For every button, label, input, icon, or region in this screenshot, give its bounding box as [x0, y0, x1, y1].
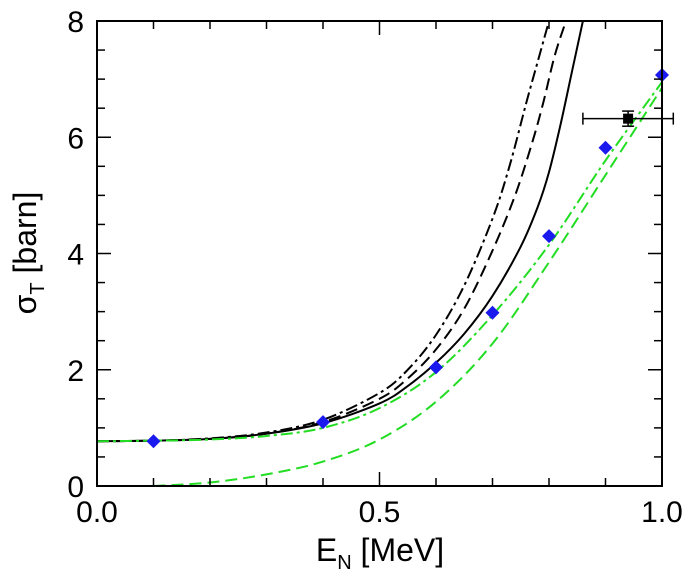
x-axis-title-unit: [MeV] [352, 532, 444, 568]
x-axis-title-sub: N [337, 552, 351, 574]
series-line-dash-dot-green [97, 81, 662, 443]
x-axis-title: EN [MeV] [316, 532, 444, 574]
marker-layer [146, 68, 675, 449]
y-tick-label: 6 [67, 122, 84, 155]
y-tick-label: 8 [67, 6, 84, 39]
y-tick-label: 2 [67, 355, 84, 388]
data-point-diamond [429, 360, 443, 375]
tick-layer [96, 20, 663, 487]
x-tick-label: 1.0 [641, 496, 683, 529]
x-tick-label: 0.0 [76, 496, 118, 529]
series-line-dash-dot-black [97, 21, 550, 443]
plot-frame [96, 20, 663, 487]
data-point-square [623, 113, 634, 124]
series-line-solid-black [97, 21, 584, 443]
data-point-diamond [542, 229, 556, 244]
x-tick-label: 0.5 [359, 496, 401, 529]
x-axis-title-main: E [316, 532, 337, 568]
x-tick-labels: 0.0 0.5 1.0 [76, 496, 683, 529]
y-axis-title-main: σ [7, 294, 43, 314]
series-line-dashed-black [97, 21, 567, 443]
series-line-dashed-green [153, 87, 662, 486]
y-tick-label: 4 [67, 239, 84, 272]
data-point-diamond [485, 305, 500, 320]
data-point-diamond [316, 415, 330, 430]
y-axis-title-unit: [barn] [7, 192, 43, 283]
y-axis-title: σT [barn] [7, 192, 49, 315]
series-layer [97, 21, 662, 486]
data-point-diamond [598, 140, 613, 155]
y-tick-label: 0 [67, 471, 84, 504]
data-point-diamond [146, 434, 161, 449]
y-axis-title-sub: T [27, 282, 49, 294]
y-tick-labels: 0 2 4 6 8 [67, 6, 84, 504]
